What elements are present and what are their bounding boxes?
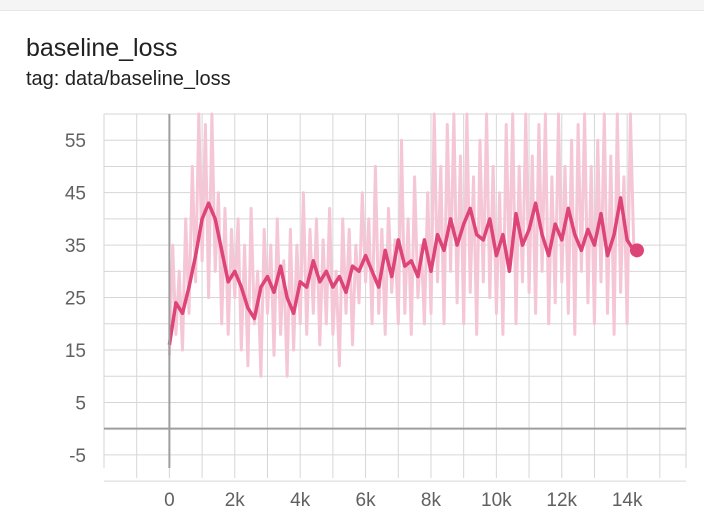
y-tick-label: 5 (75, 393, 86, 414)
x-tick-label: 6k (356, 490, 377, 511)
x-tick-label: 0 (164, 490, 175, 511)
raw-series-line (167, 112, 636, 378)
y-tick-label: 55 (65, 131, 86, 152)
x-tick-label: 12k (546, 490, 577, 511)
axes (104, 114, 686, 468)
card-subtitle: tag: data/baseline_loss (26, 68, 231, 90)
y-tick-label: 45 (65, 184, 86, 205)
smoothed-series (167, 196, 644, 346)
last-point-marker (629, 243, 644, 258)
x-tick-label: 2k (225, 490, 246, 511)
smoothed-series-line (167, 196, 637, 346)
x-tick-label: 14k (612, 490, 643, 511)
y-tick-label: 35 (65, 236, 86, 257)
tick-labels: -5 5 15 25 35 45 55 0 2k 4k 6k 8k 10k 12k 14k (65, 131, 643, 511)
y-tick-label: 25 (65, 289, 86, 310)
raw-series (167, 112, 636, 378)
y-tick-label: -5 (69, 446, 86, 467)
x-tick-label: 4k (290, 490, 311, 511)
top-toolbar-strip (0, 0, 704, 11)
x-tick-label: 8k (421, 490, 442, 511)
card-title: baseline_loss (26, 34, 178, 62)
y-tick-label: 15 (65, 341, 86, 362)
x-tick-label: 10k (481, 490, 512, 511)
